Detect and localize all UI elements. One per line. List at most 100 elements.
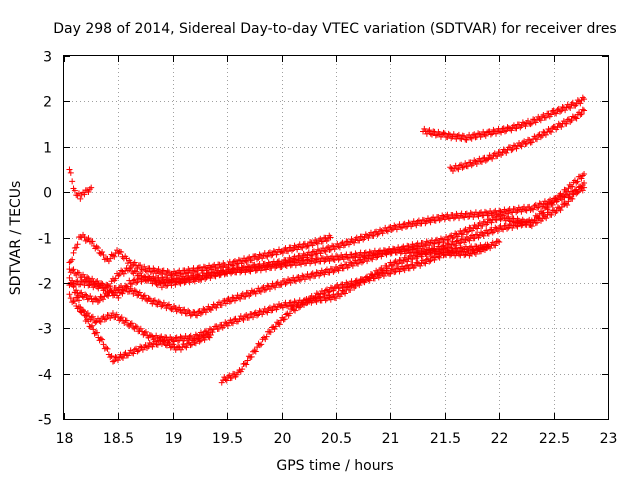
data-point (383, 227, 390, 234)
data-point (430, 245, 437, 252)
data-point (458, 210, 465, 217)
data-point (69, 299, 76, 306)
data-point (278, 281, 285, 288)
data-point (496, 149, 503, 156)
data-point (563, 120, 570, 127)
data-point (311, 295, 318, 302)
data-point (554, 196, 561, 203)
data-point (299, 244, 306, 251)
data-point (466, 237, 473, 244)
data-point (246, 254, 253, 261)
data-point (69, 267, 76, 274)
data-point (423, 218, 430, 225)
data-point (316, 293, 323, 300)
data-point (450, 215, 457, 222)
data-point (85, 282, 92, 289)
data-point (182, 343, 189, 350)
data-point (553, 208, 560, 215)
data-point (406, 253, 413, 260)
data-point (551, 198, 558, 205)
data-point (458, 236, 465, 243)
data-point (300, 241, 307, 248)
data-point (110, 289, 117, 296)
data-point (239, 258, 246, 265)
data-point (528, 205, 535, 212)
data-point (321, 271, 328, 278)
data-point (549, 201, 556, 208)
data-point (457, 135, 464, 142)
data-point (489, 239, 496, 246)
data-point (405, 219, 412, 226)
data-point (323, 266, 330, 273)
data-point (574, 189, 581, 196)
data-point (401, 220, 408, 227)
data-point (530, 219, 537, 226)
data-point (202, 264, 209, 271)
data-point (450, 241, 457, 248)
data-point (340, 242, 347, 249)
data-point (84, 310, 91, 317)
data-point (95, 285, 102, 292)
data-point (255, 340, 262, 347)
data-point (557, 108, 563, 115)
data-point (201, 336, 208, 343)
data-point (209, 269, 216, 276)
data-point (248, 264, 255, 271)
data-point (167, 279, 174, 286)
data-point (494, 238, 501, 245)
data-point (277, 248, 284, 255)
data-point (542, 114, 549, 121)
data-point (481, 208, 488, 215)
data-point (292, 278, 299, 285)
data-point (522, 206, 529, 213)
data-point (194, 312, 201, 319)
data-point (256, 307, 263, 314)
data-point (120, 270, 127, 277)
data-point (125, 321, 132, 328)
data-point (487, 245, 494, 252)
data-point (245, 314, 252, 321)
data-point (287, 262, 294, 269)
data-point (103, 284, 110, 291)
data-point (295, 304, 302, 311)
data-point (158, 284, 165, 291)
data-point (423, 251, 430, 258)
data-point (279, 304, 286, 311)
data-point (522, 123, 529, 130)
data-point (525, 117, 531, 124)
data-point (134, 348, 141, 355)
data-point (181, 306, 188, 313)
data-point (269, 307, 276, 314)
grid (64, 56, 608, 419)
data-point (391, 222, 398, 229)
data-point (518, 143, 525, 150)
data-point (281, 316, 288, 323)
data-point (421, 259, 428, 266)
data-point (177, 270, 184, 277)
data-point (221, 297, 228, 304)
data-point (323, 295, 330, 302)
data-point (274, 304, 281, 311)
data-point (74, 294, 81, 301)
data-point (391, 246, 398, 253)
data-point (114, 287, 121, 294)
data-point (103, 344, 110, 351)
data-point (478, 159, 485, 166)
data-point (264, 253, 271, 260)
data-point (200, 263, 207, 270)
data-point (465, 213, 472, 220)
data-point (568, 117, 575, 124)
data-point (344, 254, 351, 261)
data-point (94, 298, 101, 305)
data-point (405, 243, 412, 250)
data-point (475, 130, 482, 137)
data-point (112, 275, 119, 282)
data-point (473, 160, 480, 167)
data-point (268, 252, 275, 259)
data-point (141, 263, 148, 270)
data-point (445, 214, 452, 221)
data-point (454, 165, 461, 172)
data-point (303, 254, 310, 261)
data-point (133, 324, 140, 331)
data-point (513, 222, 520, 229)
